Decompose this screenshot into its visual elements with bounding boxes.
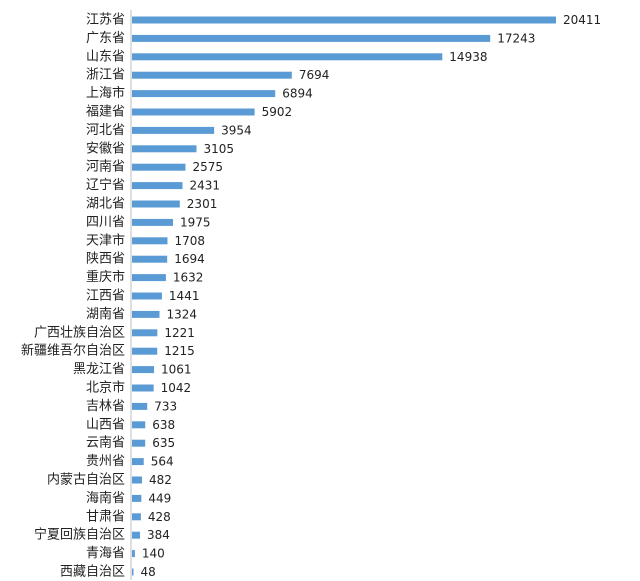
bar bbox=[132, 53, 443, 61]
bar bbox=[132, 494, 142, 502]
bar bbox=[132, 292, 162, 300]
bar bbox=[132, 531, 140, 539]
data-label: 20411 bbox=[563, 13, 601, 27]
bar bbox=[132, 384, 154, 392]
category-label: 陕西省 bbox=[86, 252, 125, 267]
data-label: 14938 bbox=[449, 50, 487, 64]
bar bbox=[132, 218, 174, 226]
data-label: 733 bbox=[154, 399, 177, 413]
data-label: 1215 bbox=[164, 344, 195, 358]
bar bbox=[132, 402, 148, 410]
category-label: 海南省 bbox=[86, 490, 125, 506]
category-label: 四川省 bbox=[86, 215, 125, 230]
data-label: 564 bbox=[151, 455, 174, 469]
category-label: 江苏省 bbox=[86, 12, 125, 28]
bar bbox=[132, 200, 180, 208]
data-label: 1042 bbox=[161, 381, 192, 395]
category-labels-group: 江苏省广东省山东省浙江省上海市福建省河北省安徽省河南省辽宁省湖北省四川省天津市陕… bbox=[21, 12, 125, 580]
bar bbox=[132, 71, 292, 79]
data-label: 48 bbox=[141, 565, 156, 579]
bar bbox=[132, 34, 491, 42]
category-label: 广西壮族自治区 bbox=[34, 324, 125, 340]
bar bbox=[132, 274, 166, 282]
data-label: 482 bbox=[149, 473, 172, 487]
category-label: 青海省 bbox=[86, 546, 125, 561]
bars-group bbox=[132, 16, 556, 576]
data-label: 1061 bbox=[161, 363, 192, 377]
data-label: 5902 bbox=[262, 105, 293, 119]
data-label: 7694 bbox=[299, 68, 330, 82]
data-label: 449 bbox=[148, 491, 171, 505]
category-label: 浙江省 bbox=[86, 68, 125, 83]
category-label: 北京市 bbox=[86, 380, 125, 396]
data-label: 384 bbox=[147, 528, 170, 542]
data-label: 1708 bbox=[174, 234, 205, 248]
category-label: 吉林省 bbox=[86, 399, 125, 414]
bar bbox=[132, 163, 186, 171]
data-labels-group: 20411 17243 14938 7694 6894 5902 3954 3105 2575 2… bbox=[141, 13, 602, 579]
data-label: 3954 bbox=[221, 123, 252, 137]
bar bbox=[132, 16, 556, 24]
bar bbox=[132, 347, 158, 355]
category-label: 湖北省 bbox=[86, 197, 125, 212]
data-label: 1632 bbox=[173, 271, 204, 285]
bar bbox=[132, 476, 143, 484]
data-label: 3105 bbox=[204, 142, 235, 156]
data-label: 1221 bbox=[164, 326, 195, 340]
bar bbox=[132, 126, 215, 134]
data-label: 1441 bbox=[169, 289, 200, 303]
category-label: 辽宁省 bbox=[86, 177, 125, 193]
category-label: 安徽省 bbox=[86, 141, 125, 156]
data-label: 2301 bbox=[187, 197, 218, 211]
data-label: 635 bbox=[152, 436, 175, 450]
category-label: 宁夏回族自治区 bbox=[34, 527, 125, 543]
data-label: 1324 bbox=[167, 307, 198, 321]
bar bbox=[132, 145, 197, 153]
category-label: 山西省 bbox=[86, 417, 125, 432]
data-label: 6894 bbox=[282, 87, 313, 101]
data-label: 17243 bbox=[497, 31, 535, 45]
category-label: 江西省 bbox=[86, 289, 125, 304]
bar bbox=[132, 310, 160, 318]
category-label: 河南省 bbox=[86, 159, 125, 175]
category-label: 福建省 bbox=[86, 105, 125, 120]
data-label: 1694 bbox=[174, 252, 205, 266]
category-label: 河北省 bbox=[86, 123, 125, 138]
bar bbox=[132, 439, 146, 447]
bar bbox=[132, 329, 158, 337]
category-label: 重庆市 bbox=[86, 269, 125, 285]
bar bbox=[132, 182, 183, 190]
data-label: 2575 bbox=[192, 160, 223, 174]
bar bbox=[132, 550, 135, 558]
category-label: 内蒙古自治区 bbox=[47, 472, 125, 488]
bar bbox=[132, 255, 168, 263]
category-label: 天津市 bbox=[86, 232, 125, 248]
category-label: 山东省 bbox=[86, 49, 125, 64]
bar bbox=[132, 421, 146, 429]
category-label: 新疆维吾尔自治区 bbox=[21, 343, 125, 359]
data-label: 2431 bbox=[189, 179, 220, 193]
bar bbox=[132, 366, 155, 374]
category-label: 广东省 bbox=[86, 31, 125, 46]
data-label: 638 bbox=[152, 418, 175, 432]
category-label: 甘肃省 bbox=[86, 509, 125, 524]
data-label: 428 bbox=[148, 510, 171, 524]
bar bbox=[132, 237, 168, 245]
category-label: 黑龙江省 bbox=[73, 362, 125, 377]
category-label: 上海市 bbox=[86, 85, 125, 101]
category-label: 湖南省 bbox=[86, 306, 125, 322]
bar bbox=[132, 568, 134, 576]
data-label: 140 bbox=[142, 547, 165, 561]
bar bbox=[132, 108, 255, 116]
data-label: 1975 bbox=[180, 215, 211, 229]
category-label: 云南省 bbox=[86, 435, 125, 451]
category-label: 贵州省 bbox=[86, 454, 125, 469]
bar bbox=[132, 458, 144, 466]
category-label: 西藏自治区 bbox=[60, 565, 125, 580]
bar bbox=[132, 513, 141, 521]
bar bbox=[132, 90, 276, 98]
